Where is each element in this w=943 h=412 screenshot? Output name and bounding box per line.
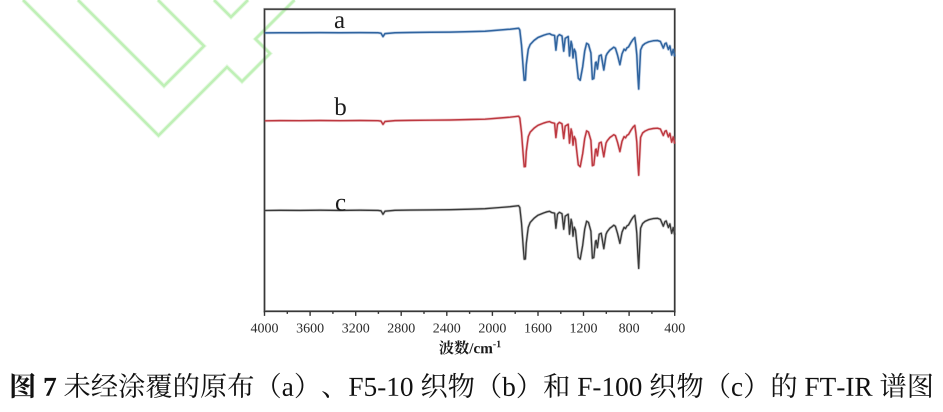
svg-text:b: b bbox=[334, 94, 347, 121]
svg-text:1200: 1200 bbox=[570, 322, 598, 337]
svg-text:3600: 3600 bbox=[296, 322, 324, 337]
svg-text:4000: 4000 bbox=[251, 322, 279, 337]
svg-text:400: 400 bbox=[664, 322, 685, 337]
svg-text:a: a bbox=[334, 7, 345, 34]
svg-text:800: 800 bbox=[619, 322, 640, 337]
svg-text:2000: 2000 bbox=[478, 322, 506, 337]
svg-text:3200: 3200 bbox=[342, 322, 370, 337]
svg-text:c: c bbox=[335, 189, 346, 216]
svg-text:2400: 2400 bbox=[433, 322, 461, 337]
svg-text:2800: 2800 bbox=[387, 322, 415, 337]
svg-text:1600: 1600 bbox=[524, 322, 552, 337]
